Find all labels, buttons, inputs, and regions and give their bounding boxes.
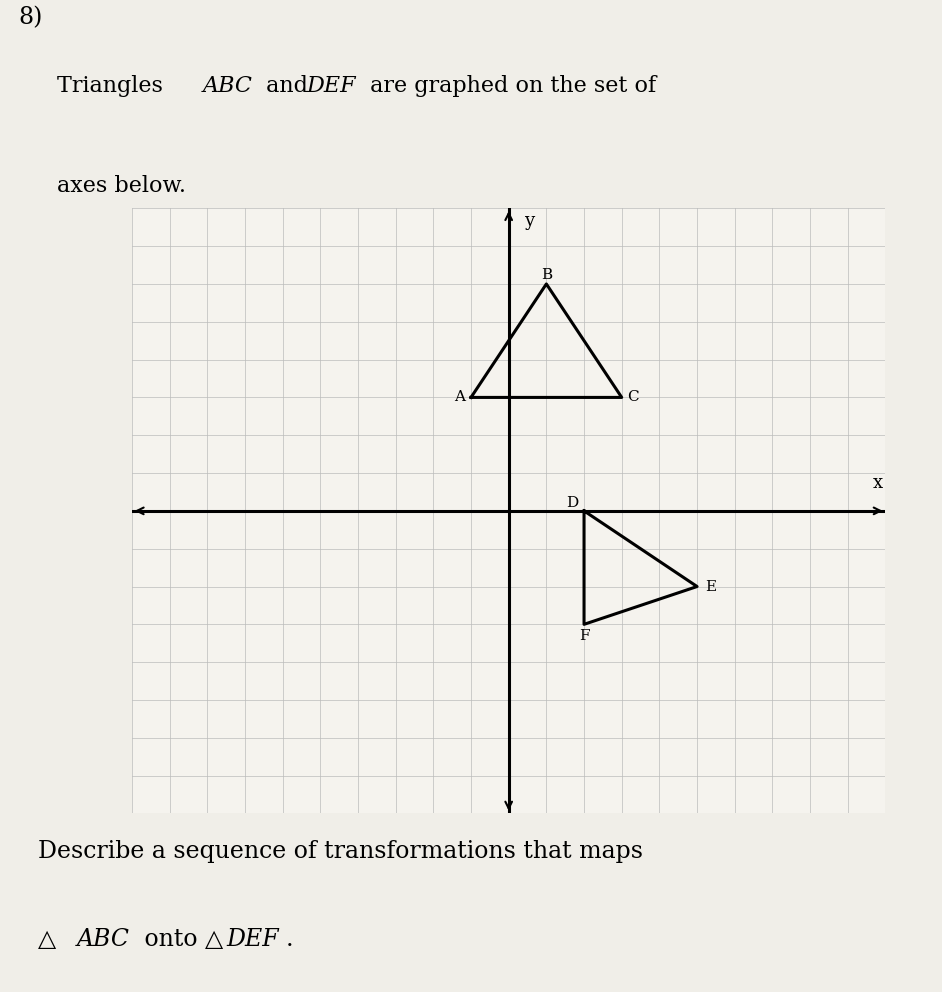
Text: ABC: ABC [77, 928, 130, 951]
Text: △: △ [38, 928, 56, 951]
Text: DEF: DEF [226, 928, 279, 951]
Text: ABC: ABC [203, 75, 252, 97]
Text: A: A [454, 391, 465, 405]
Text: are graphed on the set of: are graphed on the set of [363, 75, 656, 97]
Text: onto △: onto △ [137, 928, 222, 951]
Text: x: x [873, 474, 883, 492]
Text: B: B [541, 268, 552, 282]
Text: y: y [524, 212, 534, 230]
Text: .: . [285, 928, 293, 951]
Text: axes below.: axes below. [57, 175, 186, 196]
Text: Describe a sequence of transformations that maps: Describe a sequence of transformations t… [38, 840, 642, 863]
Text: D: D [566, 496, 579, 510]
Text: DEF: DEF [306, 75, 356, 97]
Text: C: C [627, 391, 639, 405]
Text: 8): 8) [19, 6, 43, 29]
Text: F: F [578, 629, 590, 643]
Text: E: E [705, 579, 716, 593]
Text: Triangles: Triangles [57, 75, 170, 97]
Text: and: and [259, 75, 316, 97]
